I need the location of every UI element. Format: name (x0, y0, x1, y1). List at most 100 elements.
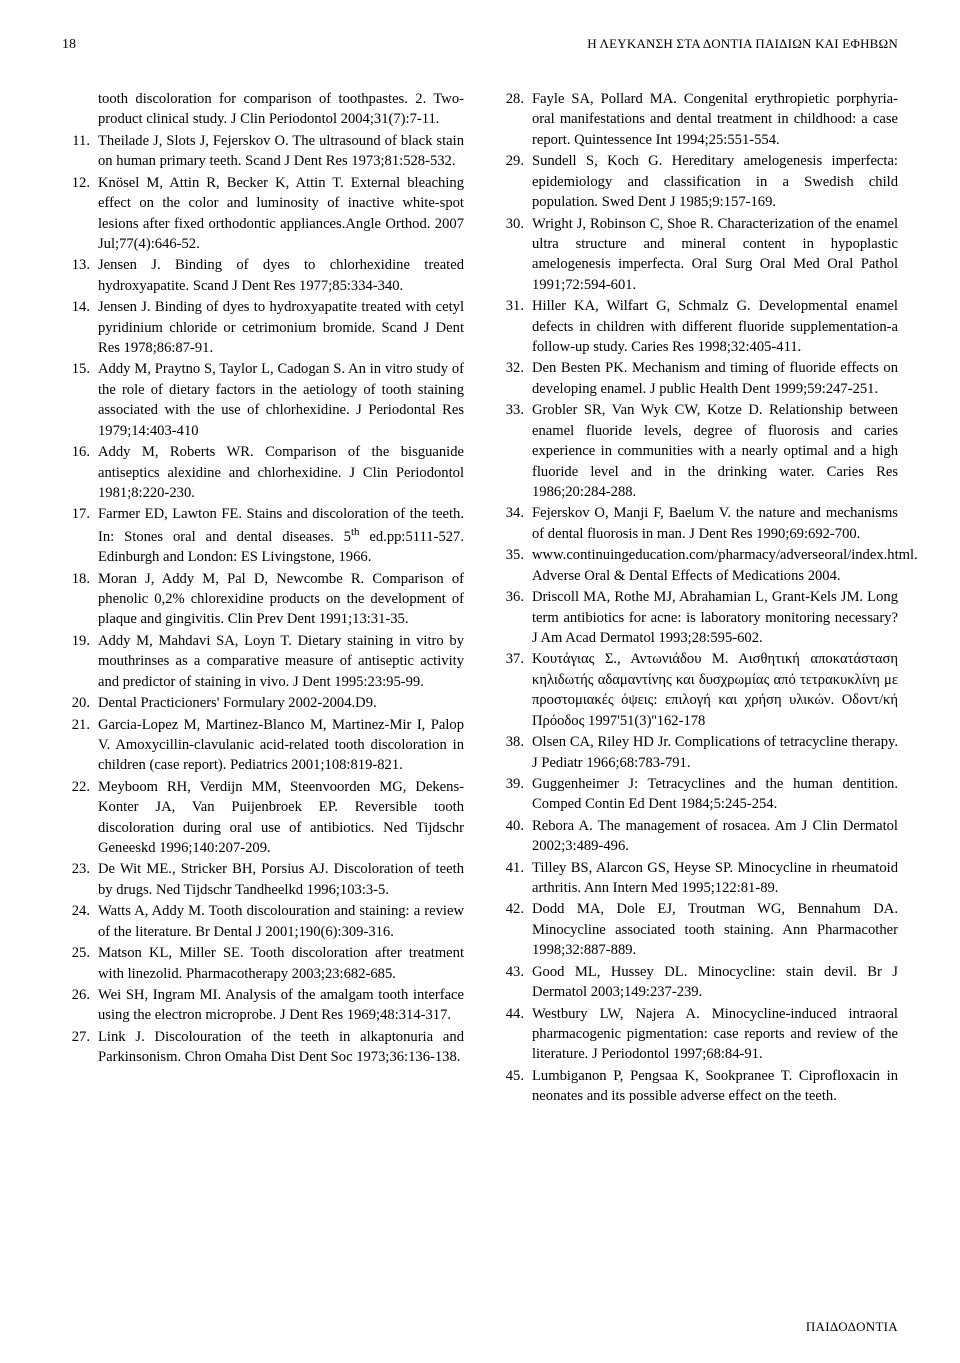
reference-text: Driscoll MA, Rothe MJ, Abrahamian L, Gra… (532, 587, 898, 648)
reference-text: Addy M, Praytno S, Taylor L, Cadogan S. … (98, 359, 464, 441)
reference-item: 44.Westbury LW, Najera A. Minocycline-in… (496, 1004, 898, 1065)
running-title: Η ΛΕΥΚΑΝΣΗ ΣΤΑ ΔΟΝΤΙΑ ΠΑΙΔΙΩΝ ΚΑΙ ΕΦΗΒΩΝ (587, 36, 898, 52)
reference-number: 40. (496, 816, 532, 836)
reference-list: 00.tooth discoloration for comparison of… (62, 89, 898, 1107)
reference-text: Guggenheimer J: Tetracyclines and the hu… (532, 774, 898, 815)
reference-number: 18. (62, 569, 98, 589)
page: 18 Η ΛΕΥΚΑΝΣΗ ΣΤΑ ΔΟΝΤΙΑ ΠΑΙΔΙΩΝ ΚΑΙ ΕΦΗ… (0, 0, 960, 1363)
reference-number: 11. (62, 131, 98, 151)
reference-item: 18.Moran J, Addy M, Pal D, Newcombe R. C… (62, 569, 464, 630)
reference-text: Κουτάγιας Σ., Αντωνιάδου Μ. Αισθητική απ… (532, 649, 898, 731)
reference-number: 27. (62, 1027, 98, 1047)
reference-number: 45. (496, 1066, 532, 1086)
reference-item: 00.tooth discoloration for comparison of… (62, 89, 464, 130)
reference-item: 27.Link J. Discolouration of the teeth i… (62, 1027, 464, 1068)
reference-number: 38. (496, 732, 532, 752)
reference-number: 23. (62, 859, 98, 879)
reference-number: 42. (496, 899, 532, 919)
reference-text: Dental Practicioners' Formulary 2002-200… (98, 693, 464, 713)
reference-number: 19. (62, 631, 98, 651)
reference-item: 30.Wright J, Robinson C, Shoe R. Charact… (496, 214, 898, 296)
reference-text: www.continuingeducation.com/pharmacy/adv… (532, 545, 918, 586)
reference-item: 12.Knösel M, Attin R, Becker K, Attin T.… (62, 173, 464, 255)
reference-number: 29. (496, 151, 532, 171)
reference-item: 45.Lumbiganon P, Pengsaa K, Sookpranee T… (496, 1066, 898, 1107)
reference-item: 13.Jensen J. Binding of dyes to chlorhex… (62, 255, 464, 296)
reference-number: 39. (496, 774, 532, 794)
reference-text: Grobler SR, Van Wyk CW, Kotze D. Relatio… (532, 400, 898, 502)
reference-text: Den Besten PK. Mechanism and timing of f… (532, 358, 898, 399)
reference-item: 26.Wei SH, Ingram MI. Analysis of the am… (62, 985, 464, 1026)
page-header: 18 Η ΛΕΥΚΑΝΣΗ ΣΤΑ ΔΟΝΤΙΑ ΠΑΙΔΙΩΝ ΚΑΙ ΕΦΗ… (62, 36, 898, 53)
reference-text: Fayle SA, Pollard MA. Congenital erythro… (532, 89, 898, 150)
reference-text: Sundell S, Koch G. Hereditary amelogenes… (532, 151, 898, 212)
reference-text: Jensen J. Binding of dyes to hydroxyapat… (98, 297, 464, 358)
reference-text: Moran J, Addy M, Pal D, Newcombe R. Comp… (98, 569, 464, 630)
reference-text: Watts A, Addy M. Tooth discolouration an… (98, 901, 464, 942)
reference-number: 36. (496, 587, 532, 607)
reference-item: 35.www.continuingeducation.com/pharmacy/… (496, 545, 898, 586)
reference-number: 25. (62, 943, 98, 963)
reference-text: Farmer ED, Lawton FE. Stains and discolo… (98, 504, 464, 567)
reference-item: 43.Good ML, Hussey DL. Minocycline: stai… (496, 962, 898, 1003)
reference-item: 19.Addy M, Mahdavi SA, Loyn T. Dietary s… (62, 631, 464, 692)
reference-text: Jensen J. Binding of dyes to chlorhexidi… (98, 255, 464, 296)
reference-item: 23.De Wit ME., Stricker BH, Porsius AJ. … (62, 859, 464, 900)
reference-text: Garcia-Lopez M, Martinez-Blanco M, Marti… (98, 715, 464, 776)
reference-text: Olsen CA, Riley HD Jr. Complications of … (532, 732, 898, 773)
reference-text: Fejerskov O, Manji F, Baelum V. the natu… (532, 503, 898, 544)
reference-item: 15.Addy M, Praytno S, Taylor L, Cadogan … (62, 359, 464, 441)
reference-number: 44. (496, 1004, 532, 1024)
reference-item: 32.Den Besten PK. Mechanism and timing o… (496, 358, 898, 399)
reference-number: 24. (62, 901, 98, 921)
reference-item: 20.Dental Practicioners' Formulary 2002-… (62, 693, 464, 713)
reference-number: 32. (496, 358, 532, 378)
reference-item: 21.Garcia-Lopez M, Martinez-Blanco M, Ma… (62, 715, 464, 776)
reference-text: Theilade J, Slots J, Fejerskov O. The ul… (98, 131, 464, 172)
page-number: 18 (62, 37, 76, 53)
reference-text: Lumbiganon P, Pengsaa K, Sookpranee T. C… (532, 1066, 898, 1107)
reference-item: 29.Sundell S, Koch G. Hereditary ameloge… (496, 151, 898, 212)
reference-item: 11.Theilade J, Slots J, Fejerskov O. The… (62, 131, 464, 172)
reference-number: 15. (62, 359, 98, 379)
reference-number: 28. (496, 89, 532, 109)
reference-number: 33. (496, 400, 532, 420)
page-footer: ΠΑΙΔΟΔΟΝΤΙΑ (806, 1319, 898, 1335)
reference-number: 22. (62, 777, 98, 797)
reference-text: Good ML, Hussey DL. Minocycline: stain d… (532, 962, 898, 1003)
reference-number: 12. (62, 173, 98, 193)
reference-text: Rebora A. The management of rosacea. Am … (532, 816, 898, 857)
reference-item: 31.Hiller KA, Wilfart G, Schmalz G. Deve… (496, 296, 898, 357)
reference-item: 33.Grobler SR, Van Wyk CW, Kotze D. Rela… (496, 400, 898, 502)
reference-number: 37. (496, 649, 532, 669)
reference-number: 14. (62, 297, 98, 317)
reference-text: Meyboom RH, Verdijn MM, Steenvoorden MG,… (98, 777, 464, 859)
reference-number: 30. (496, 214, 532, 234)
reference-number: 13. (62, 255, 98, 275)
reference-item: 40.Rebora A. The management of rosacea. … (496, 816, 898, 857)
reference-text: Westbury LW, Najera A. Minocycline-induc… (532, 1004, 898, 1065)
reference-text: Wright J, Robinson C, Shoe R. Characteri… (532, 214, 898, 296)
reference-item: 41.Tilley BS, Alarcon GS, Heyse SP. Mino… (496, 858, 898, 899)
reference-item: 22.Meyboom RH, Verdijn MM, Steenvoorden … (62, 777, 464, 859)
reference-item: 39.Guggenheimer J: Tetracyclines and the… (496, 774, 898, 815)
reference-item: 37.Κουτάγιας Σ., Αντωνιάδου Μ. Αισθητική… (496, 649, 898, 731)
reference-text: De Wit ME., Stricker BH, Porsius AJ. Dis… (98, 859, 464, 900)
reference-number: 20. (62, 693, 98, 713)
reference-number: 16. (62, 442, 98, 462)
reference-item: 38.Olsen CA, Riley HD Jr. Complications … (496, 732, 898, 773)
reference-item: 28.Fayle SA, Pollard MA. Congenital eryt… (496, 89, 898, 150)
reference-text: Hiller KA, Wilfart G, Schmalz G. Develop… (532, 296, 898, 357)
reference-item: 42.Dodd MA, Dole EJ, Troutman WG, Bennah… (496, 899, 898, 960)
reference-text: Wei SH, Ingram MI. Analysis of the amalg… (98, 985, 464, 1026)
reference-number: 31. (496, 296, 532, 316)
reference-columns: 00.tooth discoloration for comparison of… (62, 89, 898, 1107)
reference-item: 14.Jensen J. Binding of dyes to hydroxya… (62, 297, 464, 358)
reference-text: Addy M, Roberts WR. Comparison of the bi… (98, 442, 464, 503)
reference-item: 34.Fejerskov O, Manji F, Baelum V. the n… (496, 503, 898, 544)
reference-text: Tilley BS, Alarcon GS, Heyse SP. Minocyc… (532, 858, 898, 899)
reference-text: Dodd MA, Dole EJ, Troutman WG, Bennahum … (532, 899, 898, 960)
reference-number: 26. (62, 985, 98, 1005)
reference-item: 24.Watts A, Addy M. Tooth discolouration… (62, 901, 464, 942)
reference-number: 35. (496, 545, 532, 565)
